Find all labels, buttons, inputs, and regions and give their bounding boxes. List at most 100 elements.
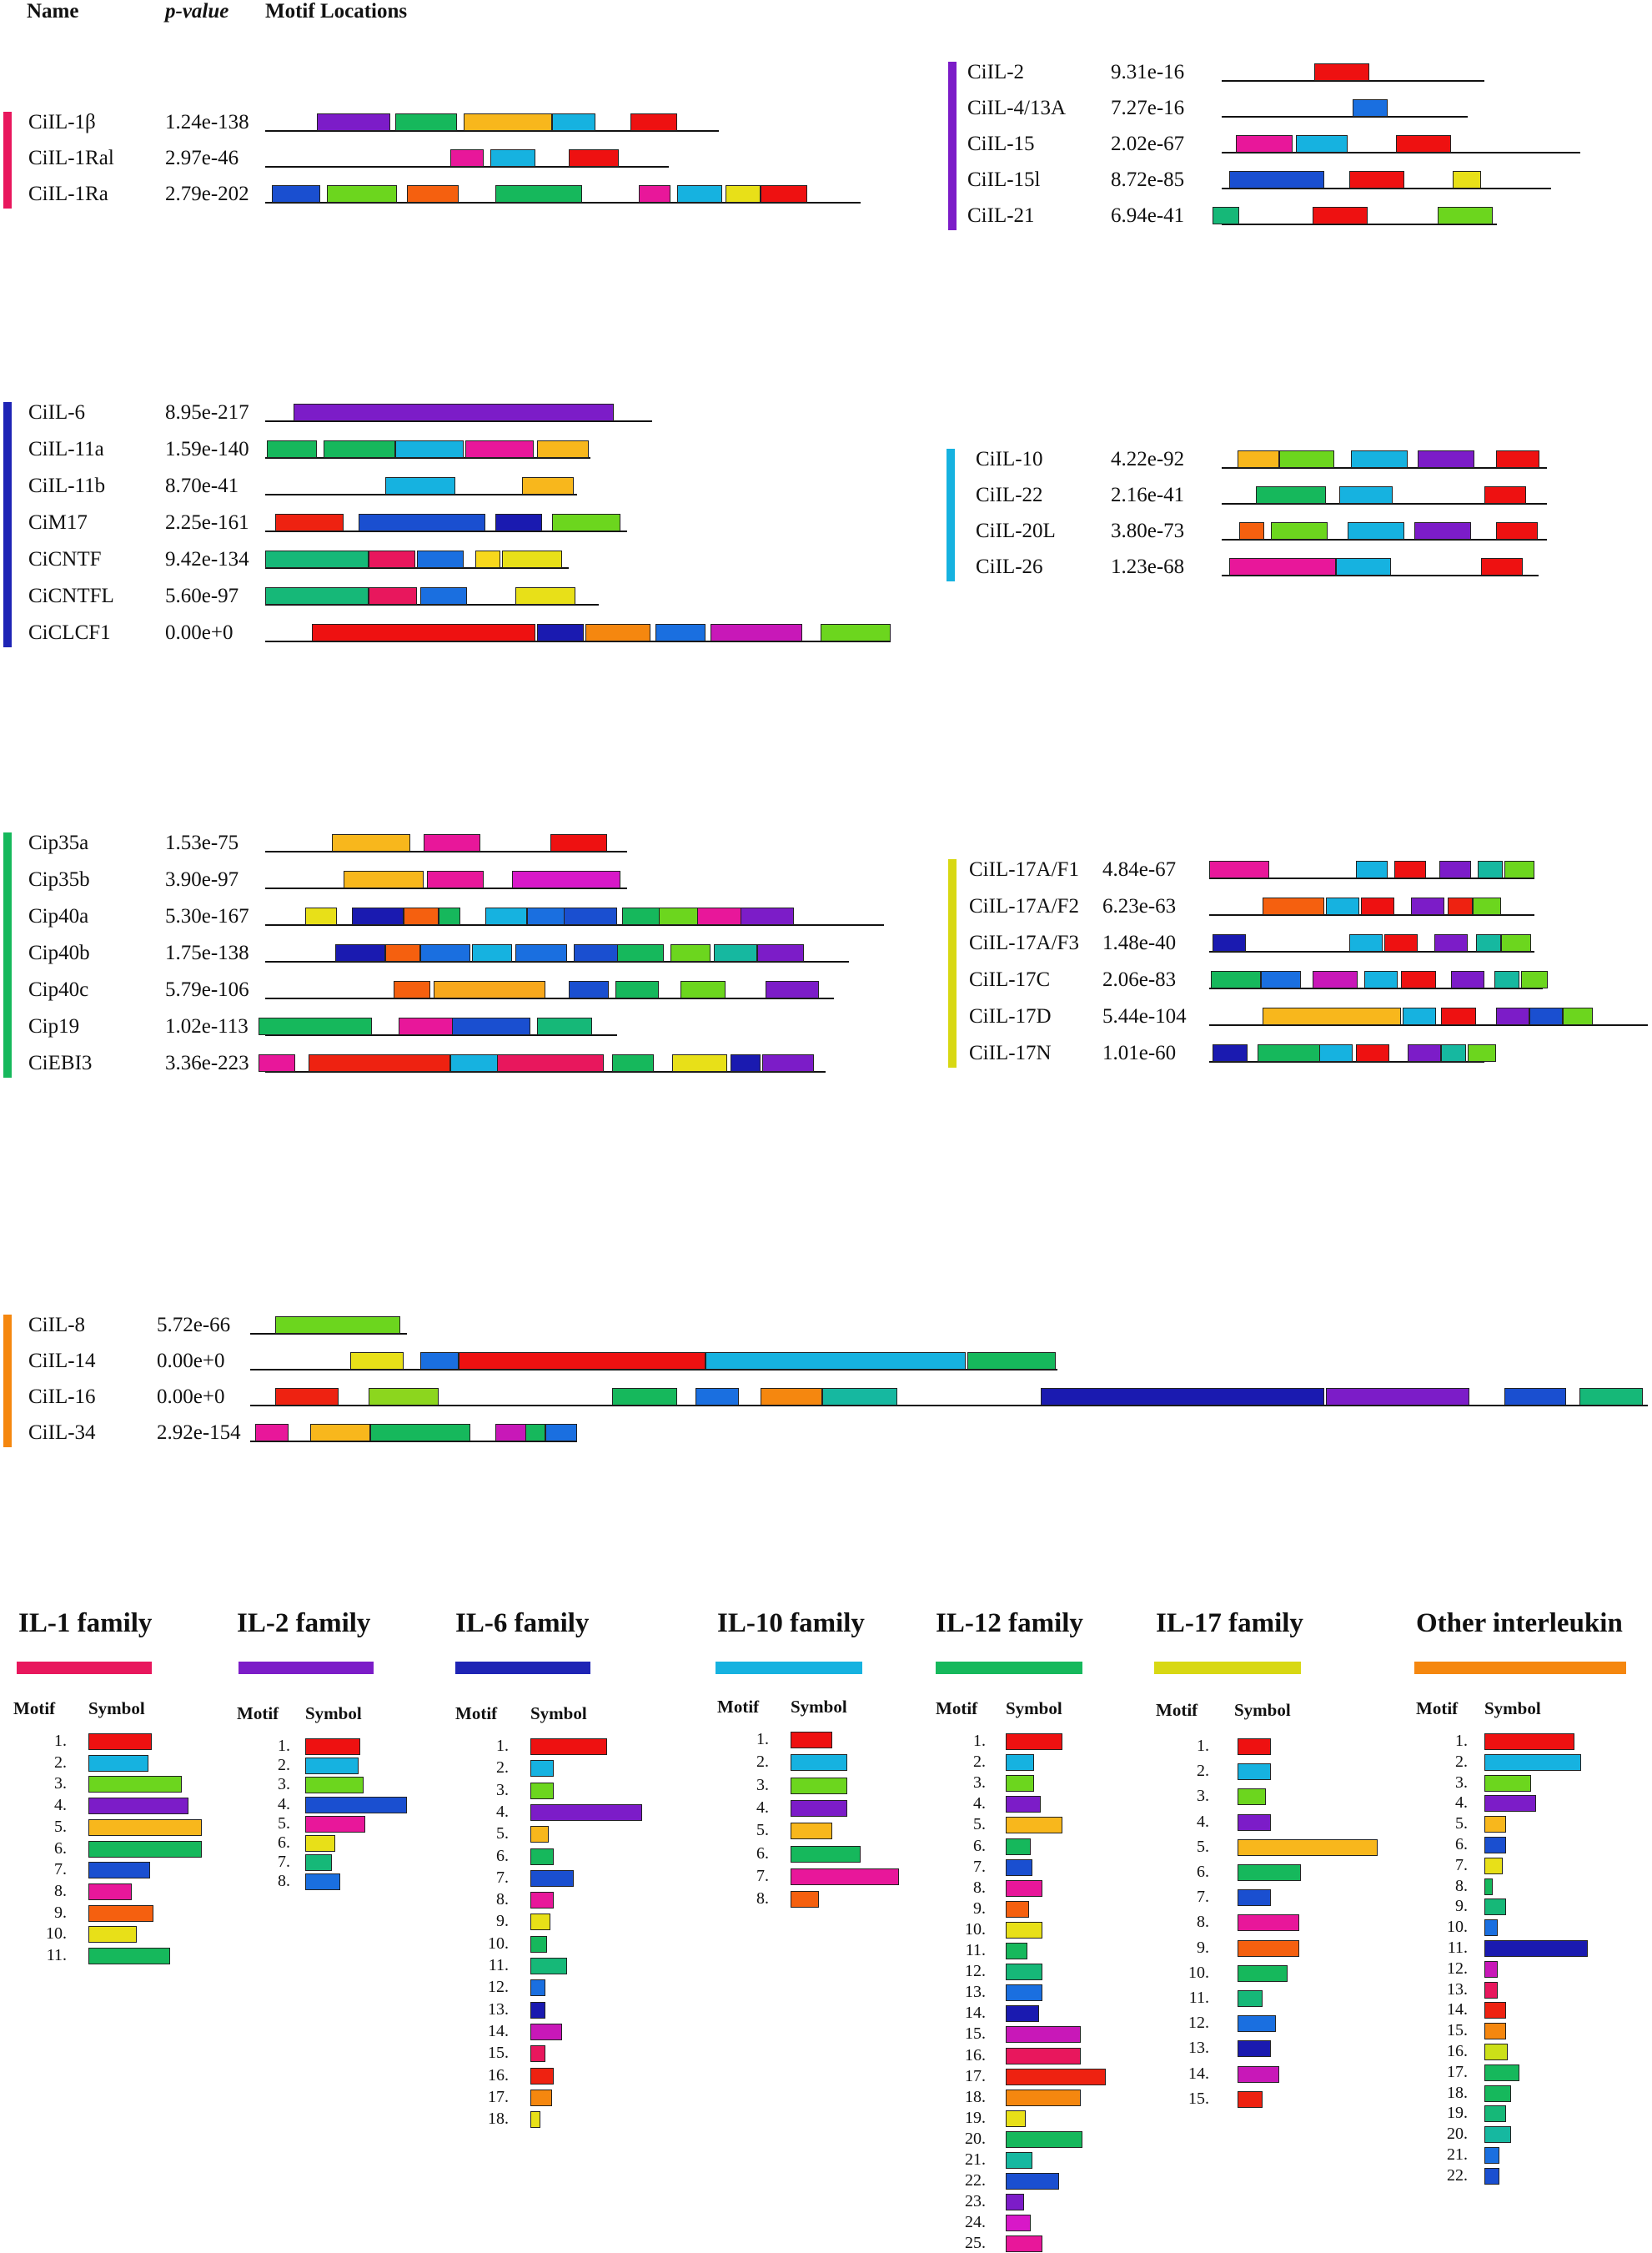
legend-motif-number: 1. — [54, 1732, 67, 1750]
sequence-line — [265, 531, 627, 532]
gene-name: CiM17 — [28, 511, 88, 534]
motif-box — [417, 551, 464, 568]
motif-box — [1296, 135, 1348, 153]
legend-motif-symbol — [88, 1904, 153, 1922]
gene-pvalue: 3.90e-97 — [165, 868, 239, 891]
legend-motif-symbol — [530, 1803, 642, 1821]
legend-motif-number: 4. — [1455, 1793, 1468, 1813]
sequence-line — [265, 567, 569, 569]
legend-symbol-header: Symbol — [305, 1703, 362, 1723]
legend-motif-symbol — [1238, 1763, 1271, 1781]
motif-box — [495, 514, 542, 531]
legend-motif-number: 18. — [965, 2087, 986, 2106]
family-bar-il-12 — [3, 832, 12, 1078]
legend-motif-symbol — [88, 1883, 132, 1900]
gene-name: CiIL-17C — [969, 968, 1051, 991]
legend-motif-number: 1. — [278, 1737, 290, 1755]
legend-motif-symbol — [1238, 2015, 1276, 2033]
gene-name: CiIL-2 — [967, 61, 1025, 83]
gene-name: CiIL-1β — [28, 111, 96, 133]
legend-motif-symbol — [1006, 2173, 1059, 2190]
motif-box — [1313, 971, 1358, 988]
motif-box — [305, 908, 337, 925]
family-bar-il-10 — [947, 449, 955, 581]
motif-box — [1481, 558, 1523, 576]
legend-symbol-header: Symbol — [1484, 1698, 1541, 1718]
legend-motif-symbol — [1006, 1817, 1062, 1834]
legend-motif-number: 20. — [965, 2129, 986, 2148]
legend-motif-symbol — [1484, 1898, 1506, 1916]
gene-pvalue: 4.22e-92 — [1111, 448, 1185, 470]
motif-box — [1351, 450, 1408, 468]
legend-motif-number: 2. — [496, 1758, 509, 1778]
legend-motif-symbol — [1006, 1796, 1041, 1813]
gene-pvalue: 2.02e-67 — [1111, 133, 1185, 155]
motif-box — [1239, 522, 1264, 540]
legend-motif-number: 6. — [54, 1838, 67, 1858]
motif-box — [327, 185, 397, 203]
legend-motif-symbol — [305, 1758, 359, 1775]
motif-box — [1213, 1044, 1248, 1062]
legend-motif-number: 16. — [488, 2065, 509, 2085]
legend-family-title: Other interleukin — [1416, 1608, 1623, 1638]
motif-box — [1213, 934, 1246, 952]
legend-motif-header: Motif — [1156, 1700, 1198, 1720]
motif-box — [1271, 522, 1328, 540]
legend-motif-symbol — [1238, 1964, 1288, 1982]
motif-box — [475, 551, 500, 568]
motif-box — [1438, 207, 1493, 224]
legend-motif-number: 10. — [1447, 1918, 1468, 1937]
motif-box — [1414, 522, 1471, 540]
legend-motif-symbol — [1238, 1738, 1271, 1755]
legend-motif-number: 5. — [973, 1815, 986, 1834]
gene-name: CiIL-21 — [967, 204, 1035, 227]
sequence-line — [1209, 1024, 1648, 1026]
motif-box — [527, 908, 565, 925]
legend-motif-number: 15. — [1188, 2089, 1209, 2108]
legend-motif-symbol — [530, 2089, 552, 2106]
legend-motif-number: 25. — [965, 2234, 986, 2253]
legend-motif-number: 8. — [973, 1878, 986, 1897]
legend-motif-symbol — [530, 1738, 607, 1755]
legend-motif-number: 20. — [1447, 2125, 1468, 2144]
sequence-line — [1209, 914, 1534, 916]
legend-motif-number: 1. — [1197, 1737, 1209, 1755]
motif-box — [630, 113, 677, 131]
gene-pvalue: 2.92e-154 — [157, 1421, 241, 1444]
sequence-line — [265, 1071, 826, 1073]
legend-motif-number: 6. — [496, 1846, 509, 1865]
motif-box — [309, 1054, 450, 1072]
legend-motif-symbol — [305, 1777, 364, 1794]
motif-box — [1394, 861, 1426, 878]
gene-name: CiIL-17A/F1 — [969, 858, 1079, 881]
legend-motif-number: 4. — [756, 1798, 769, 1817]
legend-motif-symbol — [530, 2001, 545, 2019]
motif-box — [1396, 135, 1451, 153]
gene-pvalue: 0.00e+0 — [157, 1350, 225, 1372]
motif-box — [525, 1424, 545, 1441]
sequence-line — [265, 924, 884, 926]
motif-box — [369, 587, 417, 605]
legend-motif-symbol — [1484, 2105, 1506, 2123]
gene-name: CiEBI3 — [28, 1052, 93, 1074]
motif-box — [677, 185, 722, 203]
legend-motif-symbol — [1006, 2235, 1042, 2253]
gene-pvalue: 2.25e-161 — [165, 511, 249, 534]
motif-box — [731, 1054, 761, 1072]
column-header-pvalue: p-value — [165, 0, 229, 23]
legend-motif-symbol — [305, 1815, 365, 1833]
legend-motif-number: 2. — [54, 1753, 67, 1772]
motif-box — [1401, 971, 1436, 988]
legend-motif-number: 1. — [1455, 1732, 1468, 1750]
motif-box — [352, 908, 404, 925]
motif-box — [427, 871, 484, 888]
legend-motif-number: 11. — [1188, 1989, 1209, 2007]
motif-box — [1484, 486, 1526, 504]
sequence-line — [265, 457, 590, 459]
legend-motif-symbol — [1484, 2064, 1519, 2081]
legend-motif-number: 9. — [54, 1903, 67, 1922]
sequence-line — [1222, 575, 1539, 576]
legend-motif-symbol — [1006, 2047, 1081, 2064]
motif-box — [695, 1388, 739, 1406]
motif-box — [672, 1054, 727, 1072]
